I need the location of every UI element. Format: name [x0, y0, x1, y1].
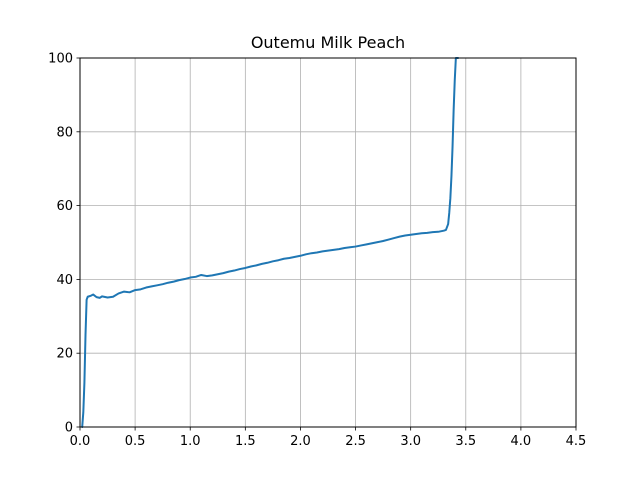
x-axis: 0.0 0.5 1.0 1.5 2.0 2.5 3.0 3.5 4.0 4.5: [70, 427, 587, 449]
x-tick-label: 3.5: [455, 434, 476, 449]
chart-title: Outemu Milk Peach: [251, 33, 405, 52]
y-tick-label: 40: [56, 273, 73, 288]
x-tick-label: 4.5: [566, 434, 587, 449]
x-tick-label: 4.0: [511, 434, 532, 449]
x-tick-label: 1.0: [180, 434, 201, 449]
x-tick-label: 1.5: [235, 434, 256, 449]
y-tick-label: 80: [56, 125, 73, 140]
y-tick-label: 60: [56, 199, 73, 214]
y-tick-label: 100: [48, 52, 73, 67]
x-tick-label: 0.0: [70, 434, 91, 449]
x-tick-label: 0.5: [125, 434, 146, 449]
x-tick-label: 2.0: [290, 434, 311, 449]
plot-frame: [79, 57, 577, 428]
y-tick-label: 0: [65, 421, 73, 436]
series-line: [81, 57, 460, 428]
grid: [79, 57, 577, 428]
x-tick-label: 2.5: [345, 434, 366, 449]
series-layer: [81, 57, 460, 428]
y-tick-label: 20: [56, 347, 73, 362]
y-axis: 0 20 40 60 80 100: [48, 52, 80, 436]
x-tick-label: 3.0: [400, 434, 421, 449]
